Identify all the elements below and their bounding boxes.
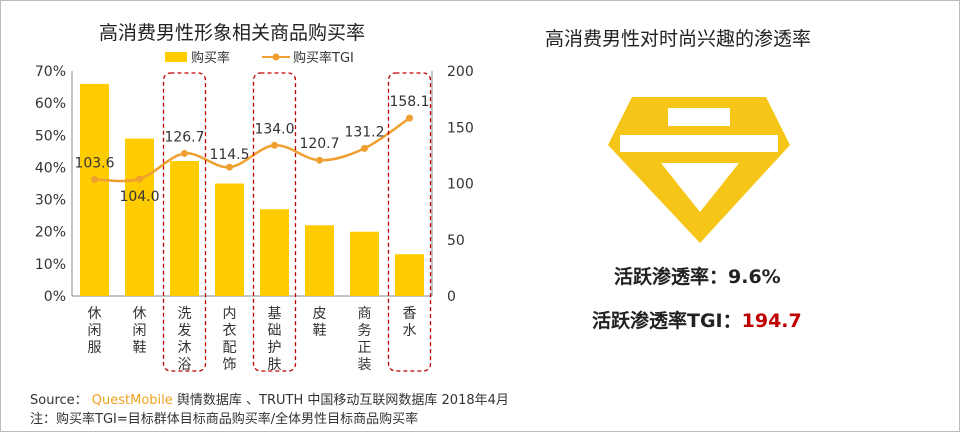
x-tick-label: 香 — [403, 306, 417, 322]
tgi-point — [91, 175, 98, 183]
tgi-data-label: 126.7 — [164, 129, 204, 145]
y-left-tick-label: 60% — [35, 96, 66, 112]
x-tick-label: 皮 — [313, 306, 327, 322]
bar — [125, 138, 154, 296]
diamond-icon — [608, 97, 790, 243]
x-tick-label: 水 — [403, 323, 417, 339]
active-penetration-tgi-label: 活跃渗透率TGI： — [592, 310, 742, 332]
x-tick-label: 休 — [133, 306, 147, 322]
x-tick-label: 洗 — [178, 306, 192, 322]
x-tick-label: 休 — [88, 306, 102, 322]
tgi-point — [136, 175, 143, 183]
diamond-middle-band — [620, 135, 778, 152]
y-right-tick-label: 200 — [447, 64, 474, 80]
active-penetration-label: 活跃渗透率： — [614, 266, 729, 288]
tgi-point — [316, 156, 323, 164]
source-prefix: Source： — [30, 393, 88, 408]
tgi-point — [271, 141, 278, 149]
x-tick-label: 发 — [178, 323, 192, 339]
bar — [170, 161, 199, 296]
legend-bar-label: 购买率 — [191, 50, 230, 66]
y-left-tick-label: 40% — [35, 160, 66, 176]
bar — [260, 209, 289, 296]
y-left-tick-label: 70% — [35, 64, 66, 80]
y-left-tick-label: 50% — [35, 128, 66, 144]
x-tick-label: 服 — [88, 340, 102, 356]
highlight-box — [162, 72, 207, 372]
x-tick-label: 肤 — [268, 357, 282, 373]
source-line: Source： QuestMobile 舆情数据库 、TRUTH 中国移动互联网… — [30, 389, 509, 408]
questmobile-brand: QuestMobile — [91, 393, 173, 408]
active-penetration-stat: 活跃渗透率：9.6% — [614, 262, 781, 289]
active-penetration-tgi-value: 194.7 — [741, 310, 802, 332]
tgi-data-label: 120.7 — [299, 136, 339, 152]
x-tick-label: 鞋 — [133, 340, 147, 356]
bar — [305, 225, 334, 296]
y-left-tick-label: 30% — [35, 193, 66, 209]
tgi-data-label: 103.6 — [74, 155, 114, 171]
x-tick-label: 饰 — [223, 357, 237, 373]
purchase-rate-chart: 购买率 购买率TGI 0% 10% 20% 30% 40% 50% 60% 70% 0 50 100… — [35, 50, 474, 373]
note-line: 注：购买率TGI=目标群体目标商品购买率/全体男性目标商品购买率 — [30, 412, 419, 427]
y-left-tick-label: 0% — [44, 289, 66, 305]
y-left-tick-label: 10% — [35, 257, 66, 273]
chart-axes: 0% 10% 20% 30% 40% 50% 60% 70% 0 50 100 150 200 — [35, 64, 474, 305]
legend-bar-swatch — [165, 52, 187, 62]
y-right-tick-label: 50 — [447, 233, 465, 249]
tgi-data-label: 131.2 — [344, 124, 384, 140]
x-tick-label: 鞋 — [313, 323, 327, 339]
active-penetration-value: 9.6% — [728, 266, 781, 288]
x-tick-label: 浴 — [178, 357, 192, 373]
bar — [80, 83, 109, 296]
bar — [350, 231, 379, 296]
x-tick-label: 装 — [358, 357, 372, 373]
x-tick-label: 闲 — [88, 323, 102, 339]
x-tick-label: 务 — [358, 323, 372, 339]
tgi-data-label: 134.0 — [254, 121, 294, 137]
x-tick-label: 基 — [268, 305, 282, 322]
highlight-box — [252, 72, 297, 372]
x-tick-label: 闲 — [133, 323, 147, 339]
x-tick-label: 沐 — [178, 340, 192, 356]
y-right-tick-label: 0 — [447, 289, 456, 305]
x-tick-label: 内 — [223, 306, 237, 322]
x-tick-label: 础 — [268, 323, 282, 339]
right-chart-title: 高消费男性对时尚兴趣的渗透率 — [545, 28, 812, 50]
active-penetration-tgi-stat: 活跃渗透率TGI：194.7 — [592, 306, 802, 333]
x-tick-label: 护 — [268, 340, 282, 356]
highlight-boxes — [162, 72, 432, 372]
x-tick-label: 配 — [223, 340, 237, 356]
left-chart-title: 高消费男性形象相关商品购买率 — [99, 22, 366, 44]
tgi-data-label: 104.0 — [119, 189, 159, 205]
diamond-bottom-facet — [661, 163, 739, 212]
bar — [215, 183, 244, 296]
tgi-data-label: 114.5 — [209, 147, 249, 163]
tgi-data-labels: 103.6 104.0 126.7 114.5 134.0 120.7 131.2 158.1 — [74, 94, 429, 205]
x-tick-label: 衣 — [223, 323, 237, 339]
y-left-tick-label: 20% — [35, 225, 66, 241]
tgi-point — [226, 163, 233, 171]
tgi-point — [361, 144, 368, 152]
tgi-point — [406, 114, 413, 122]
diamond-top-facet — [668, 108, 730, 126]
x-tick-label: 商 — [358, 306, 372, 322]
source-text: 舆情数据库 、TRUTH 中国移动互联网数据库 2018年4月 — [176, 393, 509, 408]
tgi-point — [181, 149, 188, 157]
y-right-tick-label: 150 — [447, 120, 474, 136]
y-right-tick-label: 100 — [447, 177, 474, 193]
highlight-box — [387, 72, 432, 372]
bar — [395, 254, 424, 296]
tgi-line — [94, 117, 411, 183]
tgi-data-label: 158.1 — [389, 94, 429, 110]
legend-line-label: 购买率TGI — [293, 50, 354, 66]
x-tick-label: 正 — [358, 340, 372, 356]
legend-line-marker — [272, 53, 280, 61]
tgi-line-series — [91, 114, 413, 183]
bar-series — [80, 83, 424, 296]
chart-legend: 购买率 购买率TGI — [165, 50, 354, 66]
